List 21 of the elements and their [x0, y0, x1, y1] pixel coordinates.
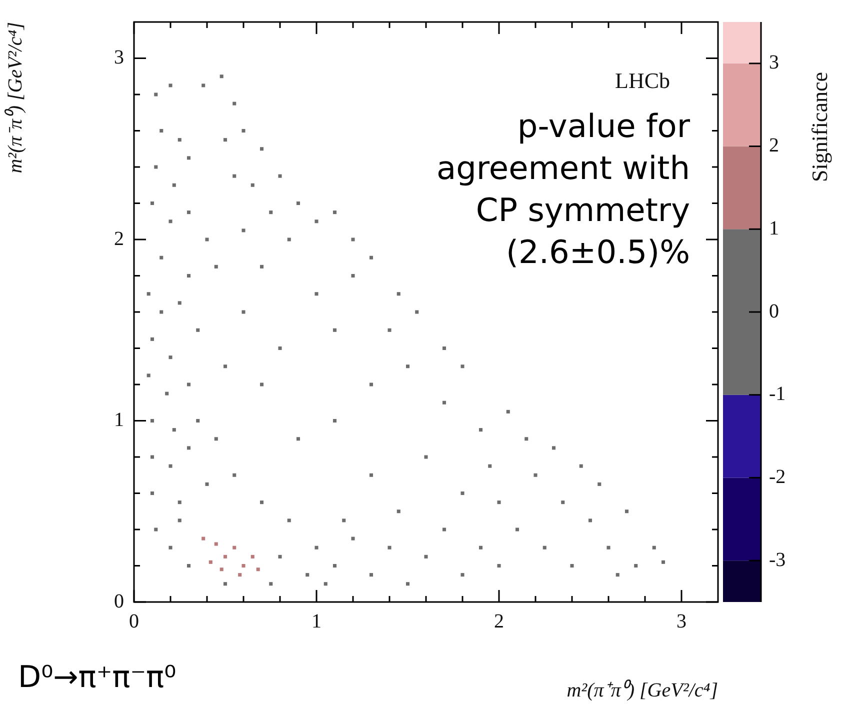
- color-bar-label: -1: [769, 383, 786, 406]
- annotation: LHCb: [614, 68, 671, 94]
- color-bar-label: 3: [769, 52, 779, 74]
- y-tick-label: 3: [114, 46, 124, 68]
- color-bar-label: 0: [769, 300, 779, 322]
- text: D⁰→π⁺π⁻π⁰: [18, 660, 176, 695]
- y-axis-title: m²(π⁻π⁰) [GeV²/c⁴]: [3, 22, 26, 174]
- color-bar-label: -3: [769, 548, 786, 571]
- color-bar-title: Significance: [806, 72, 832, 182]
- x-tick-label: 0: [129, 610, 139, 632]
- color-bar-label: 1: [769, 217, 779, 240]
- annotation: p-value for agreement with CP symmetry (2.6±0.5)%: [436, 106, 690, 273]
- x-tick-label: 1: [312, 610, 322, 632]
- y-tick-label: 1: [114, 409, 124, 431]
- y-tick-label: 0: [114, 590, 124, 612]
- x-tick-label: 2: [494, 610, 504, 632]
- y-tick-label: 2: [114, 228, 124, 250]
- x-tick-label: 3: [676, 610, 686, 632]
- x-axis-title: m²(π⁺π⁰) [GeV²/c⁴]: [566, 678, 718, 702]
- color-bar-label: 2: [769, 134, 779, 157]
- color-bar-label: -2: [769, 466, 786, 488]
